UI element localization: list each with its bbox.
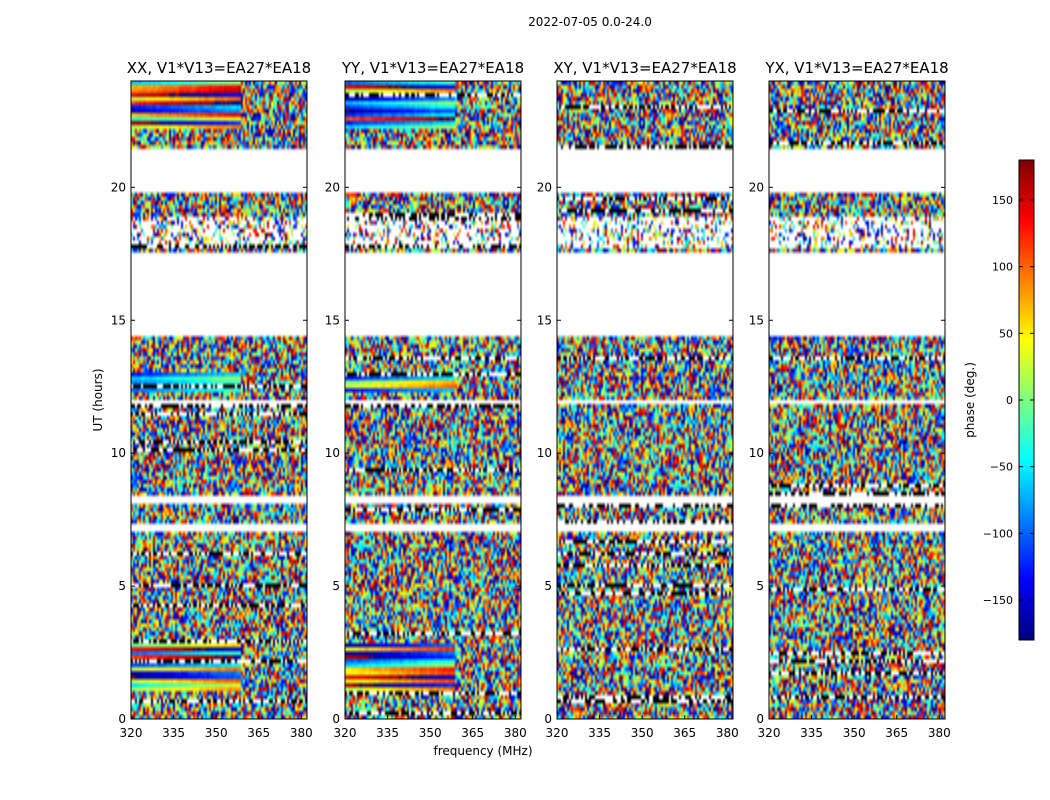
- figure-suptitle: 2022-07-05 0.0-24.0: [528, 15, 652, 29]
- y-tick-label: 0: [118, 712, 126, 726]
- panels: XX, V1*V13=EA27*EA18 320 335 350 365 380 0 5 10 1…: [111, 59, 951, 740]
- y-tick-label: 5: [756, 579, 764, 593]
- colorbar-tick-label: −50: [990, 461, 1013, 474]
- plot-frame: [130, 80, 308, 720]
- colorbar-tick-label: −150: [983, 594, 1013, 607]
- colorbar-tick-label: −100: [983, 527, 1013, 540]
- colorbar-tick-label: 100: [992, 261, 1013, 274]
- phase-heatmap-xy: [557, 81, 733, 719]
- panel-title: XY, V1*V13=EA27*EA18: [553, 59, 736, 77]
- y-tick-label: 20: [325, 180, 340, 194]
- panel-title: YX, V1*V13=EA27*EA18: [764, 59, 948, 77]
- plot-frame: [768, 80, 946, 720]
- panel-xx: XX, V1*V13=EA27*EA18 320 335 350 365 380 0 5 10 1…: [111, 59, 313, 740]
- x-tick-label: 380: [504, 726, 527, 740]
- y-tick-label: 15: [749, 313, 764, 327]
- y-tick-label: 10: [749, 446, 764, 460]
- y-tick-label: 20: [537, 180, 552, 194]
- colorbar: −150 −100 −50 0 50 100 150 phase (deg.): [963, 159, 1035, 641]
- y-tick-label: 10: [325, 446, 340, 460]
- x-tick-label: 380: [716, 726, 739, 740]
- y-tick-label: 15: [111, 313, 126, 327]
- y-tick-label: 15: [537, 313, 552, 327]
- y-tick-label: 5: [118, 579, 126, 593]
- x-tick-label: 335: [588, 726, 611, 740]
- y-tick-label: 15: [325, 313, 340, 327]
- plot-frame: [344, 80, 522, 720]
- y-tick-label: 20: [111, 180, 126, 194]
- y-tick-label: 0: [544, 712, 552, 726]
- colorbar-label: phase (deg.): [963, 362, 977, 438]
- plot-frame: [556, 80, 734, 720]
- y-tick-label: 10: [111, 446, 126, 460]
- x-tick-label: 350: [419, 726, 442, 740]
- x-tick-label: 350: [843, 726, 866, 740]
- x-tick-label: 380: [290, 726, 313, 740]
- y-tick-label: 10: [537, 446, 552, 460]
- phase-heatmap-yy: [345, 81, 521, 719]
- x-tick-label: 365: [885, 726, 908, 740]
- y-tick-label: 0: [756, 712, 764, 726]
- x-tick-label: 335: [800, 726, 823, 740]
- panel-xy: XY, V1*V13=EA27*EA18 320 335 350 365 380 0 5 10 1…: [537, 59, 739, 740]
- x-tick-label: 320: [120, 726, 143, 740]
- x-tick-label: 350: [205, 726, 228, 740]
- y-axis-label: UT (hours): [91, 368, 105, 431]
- phase-heatmap-xx: [131, 81, 307, 719]
- y-tick-label: 20: [749, 180, 764, 194]
- panel-title: XX, V1*V13=EA27*EA18: [127, 59, 311, 77]
- phase-heatmap-yx: [769, 81, 945, 719]
- colorbar-tick-label: 50: [999, 327, 1013, 340]
- x-tick-label: 365: [247, 726, 270, 740]
- x-tick-label: 320: [546, 726, 569, 740]
- x-tick-label: 365: [673, 726, 696, 740]
- x-tick-label: 320: [758, 726, 781, 740]
- y-tick-label: 5: [544, 579, 552, 593]
- x-tick-label: 335: [162, 726, 185, 740]
- x-tick-label: 335: [376, 726, 399, 740]
- colorbar-ticks: −150 −100 −50 0 50 100 150: [983, 194, 1034, 607]
- x-axis-label: frequency (MHz): [433, 744, 532, 758]
- x-tick-label: 320: [334, 726, 357, 740]
- y-tick-label: 0: [332, 712, 340, 726]
- colorbar-tick-label: 0: [1006, 394, 1013, 407]
- colorbar-tick-label: 150: [992, 194, 1013, 207]
- x-tick-label: 350: [631, 726, 654, 740]
- panel-yy: YY, V1*V13=EA27*EA18 320 335 350 365 380 0 5 10 1…: [325, 59, 527, 740]
- panel-title: YY, V1*V13=EA27*EA18: [341, 59, 524, 77]
- x-tick-label: 365: [461, 726, 484, 740]
- x-tick-label: 380: [928, 726, 951, 740]
- y-tick-label: 5: [332, 579, 340, 593]
- panel-yx: YX, V1*V13=EA27*EA18 320 335 350 365 380 0 5 10 1…: [749, 59, 951, 740]
